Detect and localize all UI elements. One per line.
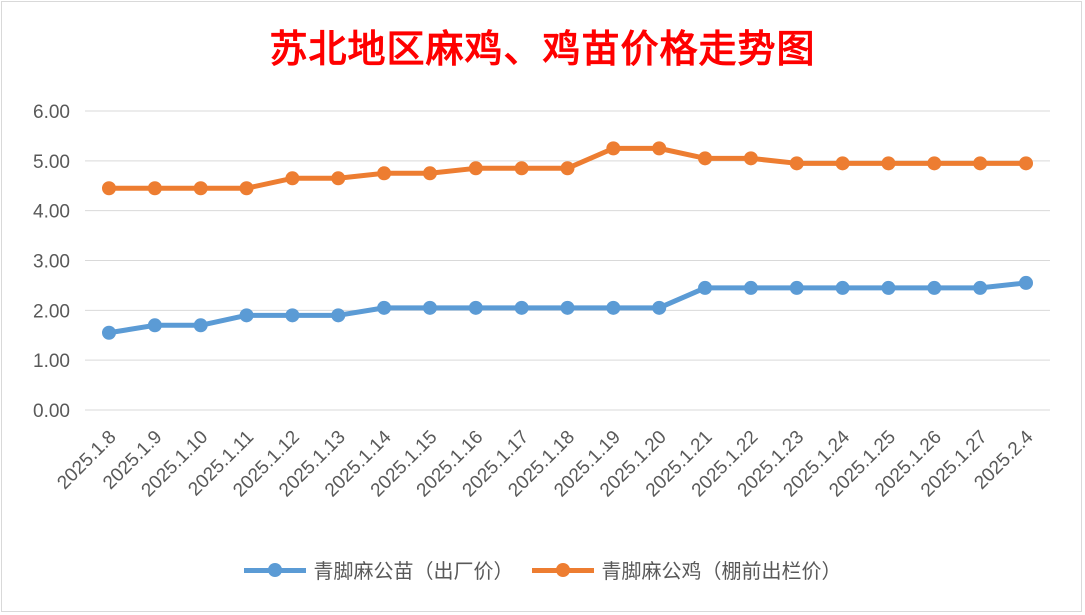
chart-title: 苏北地区麻鸡、鸡苗价格走势图 — [269, 26, 816, 71]
data-point-0-18 — [927, 280, 942, 295]
y-tick-label: 4.00 — [33, 202, 70, 223]
legend-swatch-rooster — [531, 562, 594, 577]
data-point-1-9 — [514, 161, 529, 176]
data-point-0-9 — [514, 300, 529, 315]
data-point-1-18 — [927, 156, 942, 171]
data-point-1-17 — [881, 156, 896, 171]
data-point-0-5 — [331, 308, 346, 323]
data-point-1-6 — [377, 166, 392, 181]
data-point-1-2 — [193, 181, 208, 196]
series-group — [102, 141, 1033, 340]
y-tick-label: 3.00 — [33, 252, 70, 273]
data-point-1-3 — [239, 181, 254, 196]
x-axis-ticks: 2025.1.82025.1.92025.1.102025.1.112025.1… — [53, 426, 1037, 501]
data-point-1-13 — [698, 151, 713, 166]
data-point-1-0 — [102, 181, 116, 196]
data-point-1-19 — [973, 156, 988, 171]
y-tick-label: 2.00 — [33, 301, 70, 322]
y-tick-label: 1.00 — [33, 351, 70, 372]
data-point-0-8 — [468, 300, 483, 315]
data-point-0-19 — [973, 280, 988, 295]
data-point-0-14 — [743, 280, 758, 295]
data-point-1-16 — [835, 156, 850, 171]
legend-label-rooster: 青脚麻公鸡（棚前出栏价） — [601, 559, 842, 583]
data-point-0-20 — [1019, 275, 1033, 290]
data-point-0-7 — [422, 300, 437, 315]
y-tick-label: 5.00 — [33, 152, 70, 173]
data-point-0-1 — [147, 318, 162, 333]
gridlines — [85, 110, 1050, 411]
y-tick-label: 6.00 — [33, 102, 70, 123]
data-point-0-13 — [698, 280, 713, 295]
data-point-0-2 — [193, 318, 208, 333]
data-point-1-14 — [743, 151, 758, 166]
data-point-1-20 — [1019, 156, 1033, 171]
y-axis-ticks: 0.00 1.00 2.00 3.00 4.00 5.00 6.00 — [33, 102, 70, 422]
legend: 青脚麻公苗（出厂价） 青脚麻公鸡（棚前出栏价） — [0, 555, 1085, 584]
data-point-1-7 — [422, 166, 437, 181]
data-point-0-4 — [285, 308, 300, 323]
data-point-1-12 — [652, 141, 667, 156]
data-point-1-8 — [468, 161, 483, 176]
data-point-0-15 — [789, 280, 804, 295]
data-point-1-5 — [331, 171, 346, 186]
data-point-1-10 — [560, 161, 575, 176]
legend-label-seedling: 青脚麻公苗（出厂价） — [313, 559, 514, 583]
data-point-0-3 — [239, 308, 254, 323]
data-point-0-16 — [835, 280, 850, 295]
data-point-0-6 — [377, 300, 392, 315]
data-point-1-4 — [285, 171, 300, 186]
data-point-1-1 — [147, 181, 162, 196]
legend-swatch-seedling — [243, 562, 306, 577]
y-tick-label: 0.00 — [33, 401, 70, 422]
data-point-0-10 — [560, 300, 575, 315]
data-point-0-0 — [102, 325, 116, 340]
data-point-0-11 — [606, 300, 621, 315]
data-point-0-12 — [652, 300, 667, 315]
legend-item-rooster: 青脚麻公鸡（棚前出栏价） — [531, 555, 842, 584]
data-point-1-15 — [789, 156, 804, 171]
data-point-1-11 — [606, 141, 621, 156]
data-point-0-17 — [881, 280, 896, 295]
legend-item-seedling: 青脚麻公苗（出厂价） — [243, 555, 514, 584]
